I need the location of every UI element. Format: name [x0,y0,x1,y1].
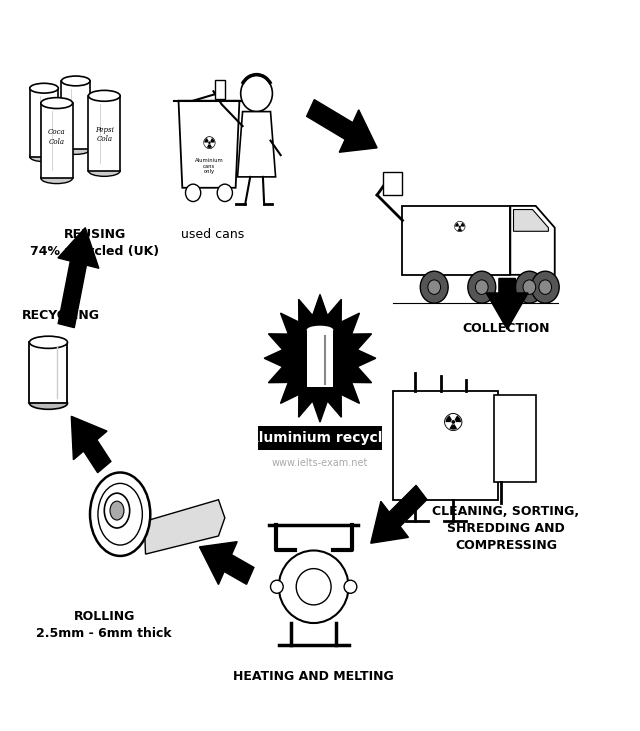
Text: ROLLING
2.5mm - 6mm thick: ROLLING 2.5mm - 6mm thick [36,610,172,640]
Ellipse shape [88,91,120,102]
Bar [258,425,382,450]
Polygon shape [58,227,99,327]
Polygon shape [513,210,548,231]
Bar [307,330,333,387]
Text: ☢: ☢ [452,220,467,235]
Bar [495,395,536,482]
Circle shape [539,280,552,295]
Polygon shape [144,500,225,554]
Bar [29,342,67,404]
Polygon shape [179,101,239,188]
Text: Coca
Cola: Coca Cola [48,129,65,145]
Polygon shape [200,542,254,585]
Ellipse shape [296,569,331,605]
Text: used cans: used cans [180,227,244,240]
Ellipse shape [61,76,90,86]
Bar [393,391,498,500]
Bar [403,206,510,275]
Ellipse shape [98,483,142,545]
Polygon shape [510,206,555,275]
Circle shape [420,271,448,303]
Bar [383,172,403,195]
Polygon shape [486,279,528,329]
Ellipse shape [90,472,150,556]
Ellipse shape [344,580,356,594]
Text: COLLECTION: COLLECTION [462,322,550,335]
Polygon shape [371,485,427,543]
Bar [88,96,120,171]
Bar [61,81,90,150]
Text: HEATING AND MELTING: HEATING AND MELTING [234,670,394,683]
Circle shape [428,280,440,295]
Circle shape [217,184,232,202]
Ellipse shape [88,165,120,176]
Text: Aluminium recycle: Aluminium recycle [248,431,392,445]
Bar [29,88,58,156]
Circle shape [468,271,496,303]
Text: Aluminium
cans
only: Aluminium cans only [195,158,223,174]
Text: Pepsi
Cola: Pepsi Cola [95,126,114,143]
Bar [41,103,72,178]
Bar [215,80,225,99]
Circle shape [531,271,559,303]
Ellipse shape [279,550,349,623]
Polygon shape [71,416,111,473]
Text: ☢: ☢ [442,412,465,436]
Ellipse shape [29,152,58,162]
Polygon shape [307,99,377,152]
Circle shape [186,184,201,202]
Text: CLEANING, SORTING,
SHREDDING AND
COMPRESSING: CLEANING, SORTING, SHREDDING AND COMPRES… [433,505,579,552]
Ellipse shape [307,326,333,334]
Text: REUSING
74% recycled (UK): REUSING 74% recycled (UK) [30,227,159,257]
Ellipse shape [271,580,284,594]
Polygon shape [264,295,376,422]
Circle shape [241,75,273,112]
Ellipse shape [61,145,90,154]
Ellipse shape [41,173,72,183]
Polygon shape [237,112,276,177]
Text: www.ielts-exam.net: www.ielts-exam.net [272,458,368,469]
Circle shape [515,271,543,303]
Ellipse shape [29,336,67,349]
Ellipse shape [29,83,58,93]
Text: RECYCLING: RECYCLING [22,309,100,322]
Circle shape [476,280,488,295]
Ellipse shape [29,397,67,409]
Text: ☢: ☢ [202,135,216,154]
Ellipse shape [41,98,72,108]
Ellipse shape [104,493,130,528]
Circle shape [523,280,536,295]
Ellipse shape [110,501,124,520]
